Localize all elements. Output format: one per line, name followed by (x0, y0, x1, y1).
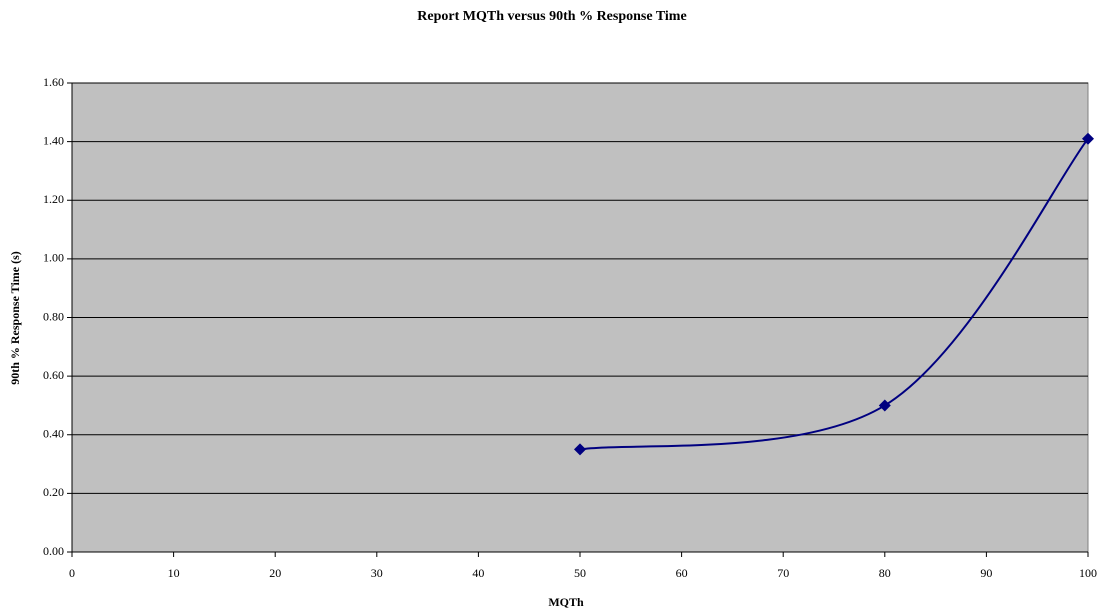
y-tick-label: 1.20 (43, 192, 64, 206)
data-point (1082, 132, 1094, 145)
y-axis-label: 90th % Response Time (s) (8, 251, 22, 385)
x-tick-label: 90 (980, 566, 992, 580)
y-tick-label: 0.20 (43, 485, 64, 499)
y-tick-label: 1.60 (43, 75, 64, 89)
x-tick-label: 10 (168, 566, 180, 580)
y-tick-label: 0.60 (43, 368, 64, 382)
x-tick-label: 20 (269, 566, 281, 580)
data-point (878, 399, 891, 412)
data-point (574, 443, 586, 456)
x-tick-label: 80 (879, 566, 891, 580)
x-tick-label: 70 (777, 566, 789, 580)
y-tick-label: 0.00 (43, 544, 64, 558)
x-tick-label: 0 (69, 566, 75, 580)
x-tick-label: 50 (574, 566, 586, 580)
x-tick-label: 30 (371, 566, 383, 580)
x-axis-label: MQTh (548, 595, 584, 609)
y-tick-label: 0.40 (43, 427, 64, 441)
x-tick-label: 40 (472, 566, 484, 580)
y-tick-label: 0.80 (43, 309, 64, 323)
y-tick-label: 1.00 (43, 251, 64, 265)
y-tick-label: 1.40 (43, 133, 64, 147)
x-tick-label: 60 (676, 566, 688, 580)
x-tick-label: 100 (1079, 566, 1097, 580)
chart-title: Report MQTh versus 90th % Response Time (417, 9, 686, 24)
